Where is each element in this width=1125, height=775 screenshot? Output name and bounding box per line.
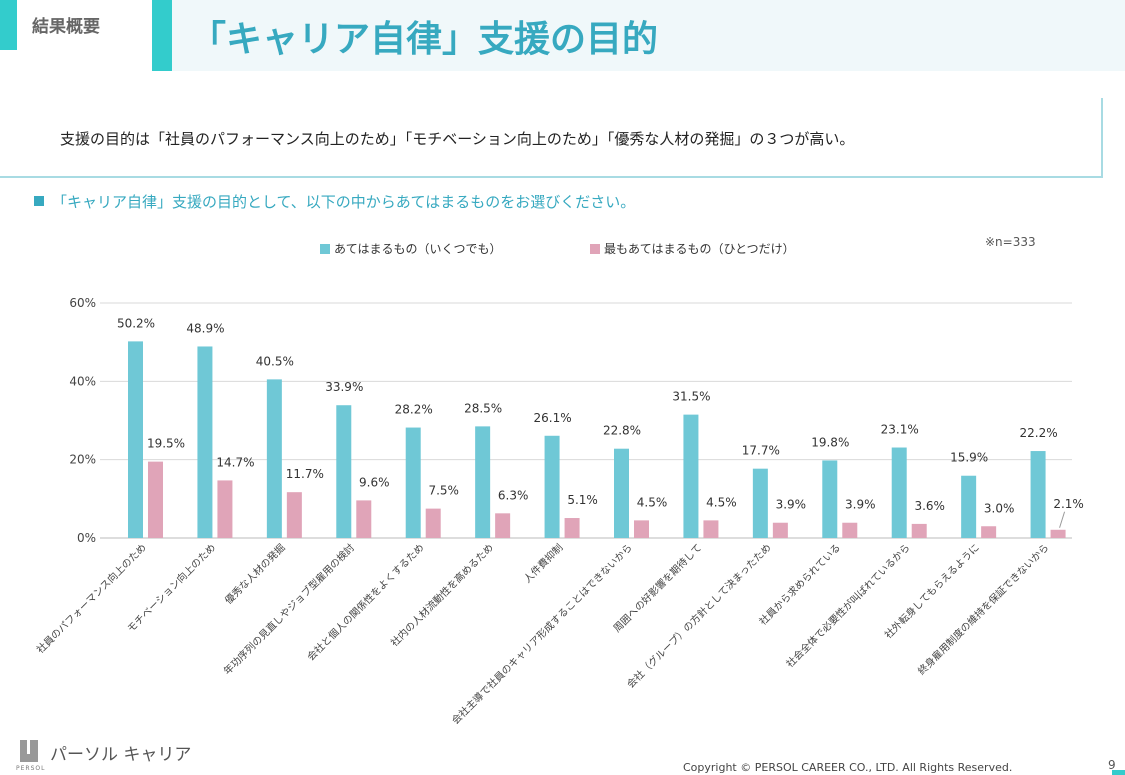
bar-series1 <box>266 379 282 538</box>
data-label-series1: 31.5% <box>672 390 710 404</box>
bar-series2 <box>495 513 511 538</box>
data-label-series2: 14.7% <box>216 455 254 469</box>
bar-series2 <box>425 508 441 538</box>
page-title: 「キャリア自律」支援の目的 <box>190 19 659 60</box>
x-tick-label: 会社（グループ）の方針として決まったため <box>624 541 774 691</box>
page-number: 9 <box>1108 758 1116 772</box>
page-accent-bar <box>1112 770 1125 775</box>
summary-box: 支援の目的は「社員のパフォーマンス向上のため」「モチベーション向上のため」「優秀… <box>0 98 1103 178</box>
y-tick-label: 60% <box>69 296 96 310</box>
data-label-series2: 11.7% <box>286 467 324 481</box>
x-tick-label: 社員のパフォーマンス向上のため <box>34 541 149 656</box>
bar-series1 <box>614 448 629 538</box>
leader-line <box>1059 511 1066 528</box>
logo-sub: PERSOL <box>16 765 46 772</box>
x-tick-label: 終身雇用制度の維持を保証できないから <box>915 541 1051 677</box>
bar-series1 <box>822 460 838 538</box>
data-label-series2: 4.5% <box>637 495 668 509</box>
bar-series2 <box>217 480 233 538</box>
data-label-series2: 19.5% <box>147 437 185 451</box>
bar-series2 <box>356 500 372 538</box>
bar-series1 <box>405 427 421 538</box>
title-accent-bar <box>152 0 172 71</box>
data-label-series1: 23.1% <box>881 423 919 437</box>
data-label-series1: 40.5% <box>256 354 294 368</box>
data-label-series1: 26.1% <box>534 411 572 425</box>
legend-label: あてはまるもの（いくつでも） <box>334 242 502 256</box>
legend-item-1: あてはまるもの（いくつでも） <box>320 240 502 257</box>
bar-series1 <box>1030 451 1046 538</box>
data-label-series2: 9.6% <box>359 475 390 489</box>
data-label-series1: 28.5% <box>464 401 502 415</box>
bar-series1 <box>197 346 213 538</box>
data-label-series2: 3.9% <box>776 498 807 512</box>
data-label-series2: 4.5% <box>706 495 737 509</box>
bar-series2 <box>703 520 719 538</box>
logo-text: パーソル キャリア <box>50 745 192 765</box>
y-tick-label: 20% <box>69 453 96 467</box>
bar-series2 <box>148 461 163 538</box>
data-label-series2: 2.1% <box>1053 497 1084 511</box>
legend-label: 最もあてはまるもの（ひとつだけ） <box>604 242 795 256</box>
data-label-series1: 22.2% <box>1020 426 1058 440</box>
data-label-series2: 3.0% <box>984 501 1015 515</box>
x-tick-label: 年功序列の見直しやジョブ型雇用の検討 <box>221 541 357 677</box>
copyright: Copyright © PERSOL CAREER CO., LTD. All … <box>683 761 1013 774</box>
bar-series1 <box>128 341 143 538</box>
summary-text: 支援の目的は「社員のパフォーマンス向上のため」「モチベーション向上のため」「優秀… <box>60 130 855 148</box>
x-tick-label: 優秀な人材の発掘 <box>222 541 288 607</box>
bar-series2 <box>772 522 788 538</box>
section-accent-bar <box>0 0 17 50</box>
question-text: 「キャリア自律」支援の目的として、以下の中からあてはまるものをお選びください。 <box>34 191 635 212</box>
bar-series1 <box>961 475 977 538</box>
data-label-series2: 7.5% <box>428 484 459 498</box>
square-bullet-icon <box>34 196 44 206</box>
x-tick-label: 人件費抑制 <box>521 541 566 586</box>
bar-series2 <box>1050 529 1066 538</box>
data-label-series1: 22.8% <box>603 424 641 438</box>
legend-item-2: 最もあてはまるもの（ひとつだけ） <box>590 240 795 257</box>
legend-swatch <box>320 244 330 254</box>
data-label-series1: 28.2% <box>395 403 433 417</box>
bar-series1 <box>891 447 907 538</box>
data-label-series2: 5.1% <box>567 493 598 507</box>
sample-size: ※n=333 <box>985 235 1036 249</box>
data-label-series1: 48.9% <box>186 321 224 335</box>
bar-series1 <box>752 468 768 538</box>
bar-series1 <box>544 435 560 538</box>
y-tick-label: 0% <box>77 531 96 545</box>
data-label-series1: 50.2% <box>117 316 155 330</box>
title-background <box>172 0 1125 71</box>
legend-swatch <box>590 244 600 254</box>
data-label-series1: 19.8% <box>811 435 849 449</box>
bar-series2 <box>981 526 997 538</box>
data-label-series2: 6.3% <box>498 488 529 502</box>
y-tick-label: 40% <box>69 374 96 388</box>
bar-series2 <box>286 492 302 538</box>
data-label-series1: 33.9% <box>325 380 363 394</box>
x-tick-label: 会社と個人の関係性をよくするため <box>304 541 426 663</box>
bar-series2 <box>842 522 858 538</box>
persol-logo-icon <box>20 740 38 762</box>
bar-series2 <box>634 520 649 538</box>
data-label-series1: 17.7% <box>742 444 780 458</box>
bar-series1 <box>475 426 491 538</box>
x-tick-label: 社会全体で必要性が叫ばれているから <box>783 541 912 670</box>
data-label-series2: 3.9% <box>845 498 876 512</box>
question-label: 「キャリア自律」支援の目的として、以下の中からあてはまるものをお選びください。 <box>52 193 636 211</box>
section-label: 結果概要 <box>32 17 100 37</box>
data-label-series2: 3.6% <box>914 499 945 513</box>
bar-series2 <box>564 518 580 538</box>
bar-series1 <box>683 414 699 538</box>
bar-series1 <box>336 405 352 538</box>
bar-series2 <box>911 523 927 538</box>
data-label-series1: 15.9% <box>950 451 988 465</box>
